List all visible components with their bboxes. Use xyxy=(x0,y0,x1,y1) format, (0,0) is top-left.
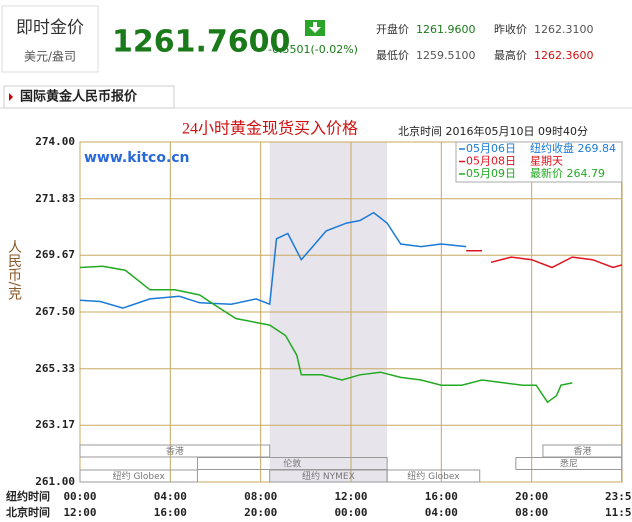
quote-title: 即时金价 xyxy=(16,18,84,38)
title-box xyxy=(1,5,99,73)
legend-box xyxy=(455,141,623,183)
x-tick-label: 00:00 xyxy=(63,490,96,503)
y-tick-label: 267.50 xyxy=(35,305,75,318)
quote-change: -0.5501(-0.02%) xyxy=(268,43,358,56)
x-tick-label: 08:00 xyxy=(244,490,277,503)
x-tick-label: 16:00 xyxy=(425,490,458,503)
x2-tick-label: 16:00 xyxy=(154,506,187,519)
chart-subtitle: 北京时间 2016年05月10日 09时40分 xyxy=(398,124,588,138)
market-label: 伦敦 xyxy=(283,458,301,470)
legend-note: 星期天 xyxy=(530,155,563,168)
stat-label: 昨收价 xyxy=(494,22,527,36)
stat-value: 1259.5100 xyxy=(416,49,476,62)
y-axis-label: 人民币/克 xyxy=(6,240,22,302)
x-axis-label: 纽约时间 xyxy=(6,489,50,503)
x2-tick-label: 12:00 xyxy=(63,506,96,519)
down-arrow xyxy=(309,22,321,33)
x-tick-label: 12:00 xyxy=(334,490,367,503)
series-line xyxy=(79,265,573,404)
legend-note: 最新价 264.79 xyxy=(530,166,605,180)
legend-note: 纽约收盘 269.84 xyxy=(530,141,616,155)
market-label: 香港 xyxy=(573,445,591,457)
y-tick-label: 261.00 xyxy=(35,475,75,488)
market-box xyxy=(515,457,623,470)
tab-label[interactable]: 国际黄金人民币报价 xyxy=(20,89,138,105)
stat-value: 1262.3600 xyxy=(534,49,594,62)
chart-title: 24小时黄金现货买入价格 xyxy=(182,120,358,138)
stat-label: 最低价 xyxy=(376,49,409,62)
y-tick-label: 271.83 xyxy=(35,192,75,205)
legend-name: 05月08日 xyxy=(466,155,516,168)
x-tick-label: 20:00 xyxy=(515,490,548,503)
market-label: 纽约 NYMEX xyxy=(302,470,355,482)
stat-label: 最高价 xyxy=(494,48,527,62)
market-label: 纽约 Globex xyxy=(407,470,460,482)
legend-name: 05月09日 xyxy=(466,167,516,180)
series-line xyxy=(466,250,623,269)
y-tick-label: 269.67 xyxy=(35,248,75,261)
market-box xyxy=(79,469,198,483)
market-box xyxy=(79,444,271,458)
market-label: 纽约 Globex xyxy=(113,470,166,482)
series-line xyxy=(79,211,467,309)
x2-tick-label: 04:00 xyxy=(425,506,458,519)
market-label: 悉尼 xyxy=(560,458,578,470)
quote-price: 1261.7600 xyxy=(112,25,290,60)
x-tick-label: 23:59 xyxy=(605,490,632,503)
x2-tick-label: 08:00 xyxy=(515,506,548,519)
x2-tick-label: 00:00 xyxy=(334,506,367,519)
y-tick-label: 263.17 xyxy=(35,418,75,431)
market-label: 香港 xyxy=(166,445,184,457)
watermark: www.kitco.cn xyxy=(84,150,190,166)
stat-value: 1262.3100 xyxy=(534,23,594,36)
x-tick-label: 04:00 xyxy=(154,490,187,503)
x2-tick-label: 11:59 xyxy=(605,506,632,519)
y-tick-label: 274.00 xyxy=(35,135,75,148)
tab-marker xyxy=(9,93,13,101)
quote-unit: 美元/盎司 xyxy=(24,50,76,64)
stat-label: 开盘价 xyxy=(376,22,409,36)
x2-axis-label: 北京时间 xyxy=(6,505,50,519)
legend-name: 05月06日 xyxy=(466,142,516,155)
y-tick-label: 265.33 xyxy=(35,362,75,375)
stat-value: 1261.9600 xyxy=(416,23,476,36)
x2-tick-label: 20:00 xyxy=(244,506,277,519)
market-box xyxy=(386,469,481,483)
tab[interactable] xyxy=(3,85,175,109)
